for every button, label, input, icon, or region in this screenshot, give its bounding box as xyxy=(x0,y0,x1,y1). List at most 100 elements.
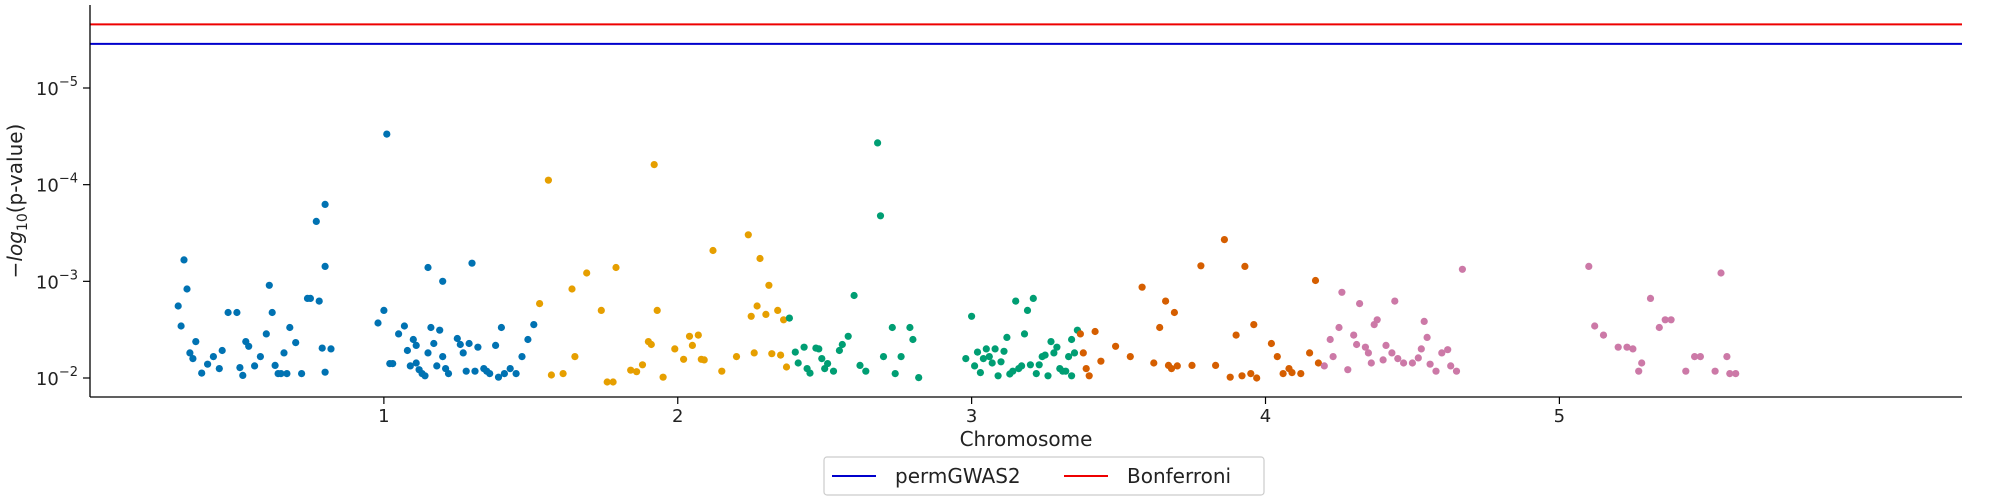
data-point xyxy=(312,217,320,225)
data-point xyxy=(685,332,694,340)
data-point xyxy=(1364,349,1372,357)
x-axis-label: Chromosome xyxy=(960,427,1093,451)
data-point xyxy=(380,306,388,314)
data-point xyxy=(1009,367,1017,375)
data-point xyxy=(1444,346,1452,354)
data-point xyxy=(180,256,188,264)
data-point xyxy=(174,302,182,310)
data-point xyxy=(1338,288,1346,296)
legend-box xyxy=(823,456,1265,496)
data-point xyxy=(1691,353,1699,361)
data-point xyxy=(1220,236,1228,244)
data-point xyxy=(653,306,661,314)
data-point xyxy=(979,355,988,363)
data-point xyxy=(215,365,223,373)
data-point xyxy=(177,322,185,330)
data-point xyxy=(412,341,420,349)
data-point xyxy=(1003,333,1011,341)
data-point xyxy=(271,361,279,369)
data-point xyxy=(876,212,885,220)
x-tick-label: 3 xyxy=(966,406,977,427)
data-point xyxy=(1297,370,1305,378)
data-point xyxy=(829,367,838,375)
data-point xyxy=(844,332,852,340)
data-point xyxy=(1394,355,1402,363)
data-point xyxy=(424,349,432,357)
data-point xyxy=(453,334,461,343)
data-point xyxy=(321,200,329,208)
data-point xyxy=(647,340,655,349)
data-point xyxy=(891,370,899,378)
data-point xyxy=(280,349,288,357)
data-point xyxy=(1320,362,1328,370)
data-point xyxy=(436,326,444,334)
data-point xyxy=(973,348,982,356)
data-point xyxy=(1068,335,1076,344)
data-point xyxy=(659,373,667,381)
data-point xyxy=(1000,347,1008,355)
data-point xyxy=(785,314,794,322)
data-point xyxy=(1197,262,1205,270)
data-point xyxy=(962,355,970,363)
data-point xyxy=(818,355,826,363)
data-point xyxy=(1173,362,1181,370)
data-point xyxy=(1044,372,1052,380)
data-point xyxy=(688,341,697,349)
data-point xyxy=(765,281,773,289)
data-point xyxy=(888,323,896,332)
data-point xyxy=(862,367,870,375)
data-point xyxy=(1082,365,1090,373)
data-point xyxy=(1279,370,1287,378)
data-point xyxy=(430,339,438,348)
data-point xyxy=(1585,262,1593,270)
data-point xyxy=(1150,359,1158,367)
data-point xyxy=(1250,321,1258,329)
data-point xyxy=(1070,349,1079,357)
data-point xyxy=(1156,323,1164,332)
data-point xyxy=(315,297,323,305)
data-point xyxy=(327,345,335,353)
data-point xyxy=(424,263,432,272)
data-point xyxy=(909,335,917,344)
data-point xyxy=(374,319,382,327)
data-point xyxy=(1655,323,1663,332)
data-point xyxy=(1091,327,1099,336)
data-point xyxy=(239,371,247,379)
data-point xyxy=(568,285,576,293)
data-point xyxy=(1226,373,1234,381)
data-point xyxy=(732,353,741,361)
data-point xyxy=(994,372,1002,380)
data-point xyxy=(559,370,567,378)
data-point xyxy=(251,362,259,370)
data-point xyxy=(1050,349,1058,357)
data-point xyxy=(1420,317,1428,325)
data-point xyxy=(1599,331,1608,339)
data-point xyxy=(412,359,420,367)
data-point xyxy=(1635,367,1643,375)
data-point xyxy=(1076,330,1084,338)
data-point xyxy=(1447,362,1455,370)
series-chromosome-4 xyxy=(1076,236,1322,382)
data-point xyxy=(1711,367,1719,375)
data-point xyxy=(583,269,591,277)
data-point xyxy=(815,345,823,353)
data-point xyxy=(768,350,776,358)
data-point xyxy=(1696,353,1704,361)
data-point xyxy=(1667,316,1675,324)
data-point xyxy=(794,359,802,367)
series-chromosome-2 xyxy=(536,161,791,386)
y-axis-label: −log10(p-value) xyxy=(3,124,31,279)
x-tick-label: 1 xyxy=(378,406,389,427)
data-point xyxy=(1452,367,1461,375)
data-point xyxy=(744,231,752,239)
data-point xyxy=(1408,359,1416,367)
data-point xyxy=(1458,265,1466,273)
data-point xyxy=(321,368,329,376)
data-point xyxy=(747,312,755,320)
data-point xyxy=(1097,357,1105,365)
data-point xyxy=(518,353,526,361)
legend-label-permgwas2: permGWAS2 xyxy=(895,464,1021,488)
data-point xyxy=(400,322,408,330)
data-point xyxy=(1212,361,1220,369)
data-point xyxy=(298,370,306,378)
